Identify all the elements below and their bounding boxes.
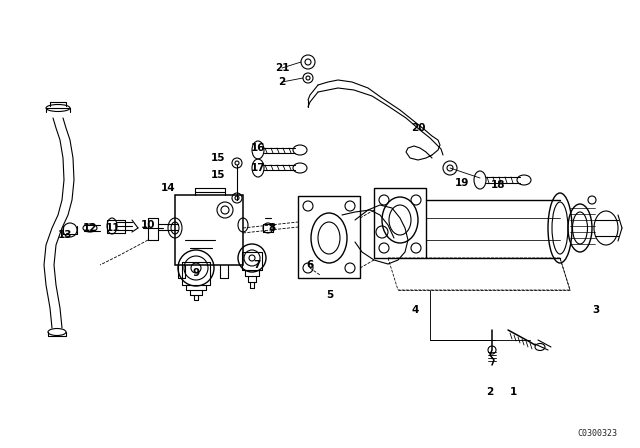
Text: 7: 7 — [253, 260, 260, 270]
Text: 14: 14 — [161, 183, 175, 193]
Bar — [298, 196, 360, 278]
Text: 19: 19 — [455, 178, 469, 188]
Bar — [175, 195, 243, 265]
Text: 18: 18 — [491, 180, 505, 190]
Text: 11: 11 — [106, 223, 120, 233]
Text: 15: 15 — [211, 153, 225, 163]
Text: 2: 2 — [278, 77, 285, 87]
Text: 15: 15 — [211, 170, 225, 180]
Text: 8: 8 — [268, 223, 276, 233]
Text: 17: 17 — [251, 163, 266, 173]
Text: 13: 13 — [58, 230, 72, 240]
Text: 1: 1 — [509, 387, 516, 397]
Text: 20: 20 — [411, 123, 425, 133]
Text: 5: 5 — [326, 290, 333, 300]
Text: 3: 3 — [593, 305, 600, 315]
Text: 2: 2 — [486, 387, 493, 397]
Bar — [374, 188, 426, 258]
Text: 12: 12 — [83, 223, 97, 233]
Text: 16: 16 — [251, 143, 265, 153]
Text: C0300323: C0300323 — [577, 429, 617, 438]
Text: 6: 6 — [307, 260, 314, 270]
Text: 4: 4 — [412, 305, 419, 315]
Text: 21: 21 — [275, 63, 289, 73]
Text: 9: 9 — [193, 268, 200, 278]
Text: 10: 10 — [141, 220, 156, 230]
